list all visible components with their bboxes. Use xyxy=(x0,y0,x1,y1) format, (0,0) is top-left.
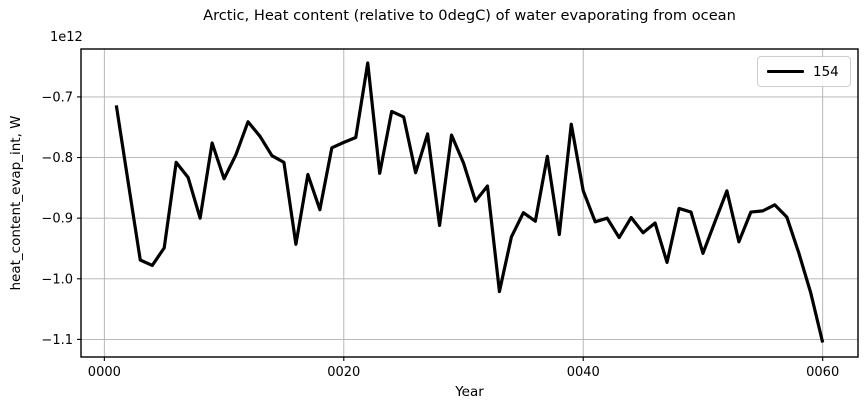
y-tick-label: −1.1 xyxy=(41,333,73,348)
legend-label: 154 xyxy=(813,63,839,80)
chart-title: Arctic, Heat content (relative to 0degC)… xyxy=(203,7,736,24)
y-tick-label: −1.0 xyxy=(41,272,73,287)
x-axis-label: Year xyxy=(455,384,484,400)
data-line-154 xyxy=(114,61,825,343)
y-tick-label: −0.7 xyxy=(41,90,73,105)
x-tick-label: 0040 xyxy=(567,365,600,380)
axes-border xyxy=(80,48,859,358)
legend-line-sample xyxy=(767,69,804,74)
y-axis-offset-text: 1e12 xyxy=(50,30,83,45)
x-tick-label: 0020 xyxy=(327,365,360,380)
legend: 154 xyxy=(757,56,851,87)
y-axis-label: heat_content_evap_int, W xyxy=(8,115,24,291)
x-tick-label: 0000 xyxy=(88,365,121,380)
x-tick-label: 0060 xyxy=(806,365,839,380)
y-tick-label: −0.8 xyxy=(41,151,73,166)
y-tick-label: −0.9 xyxy=(41,212,73,227)
